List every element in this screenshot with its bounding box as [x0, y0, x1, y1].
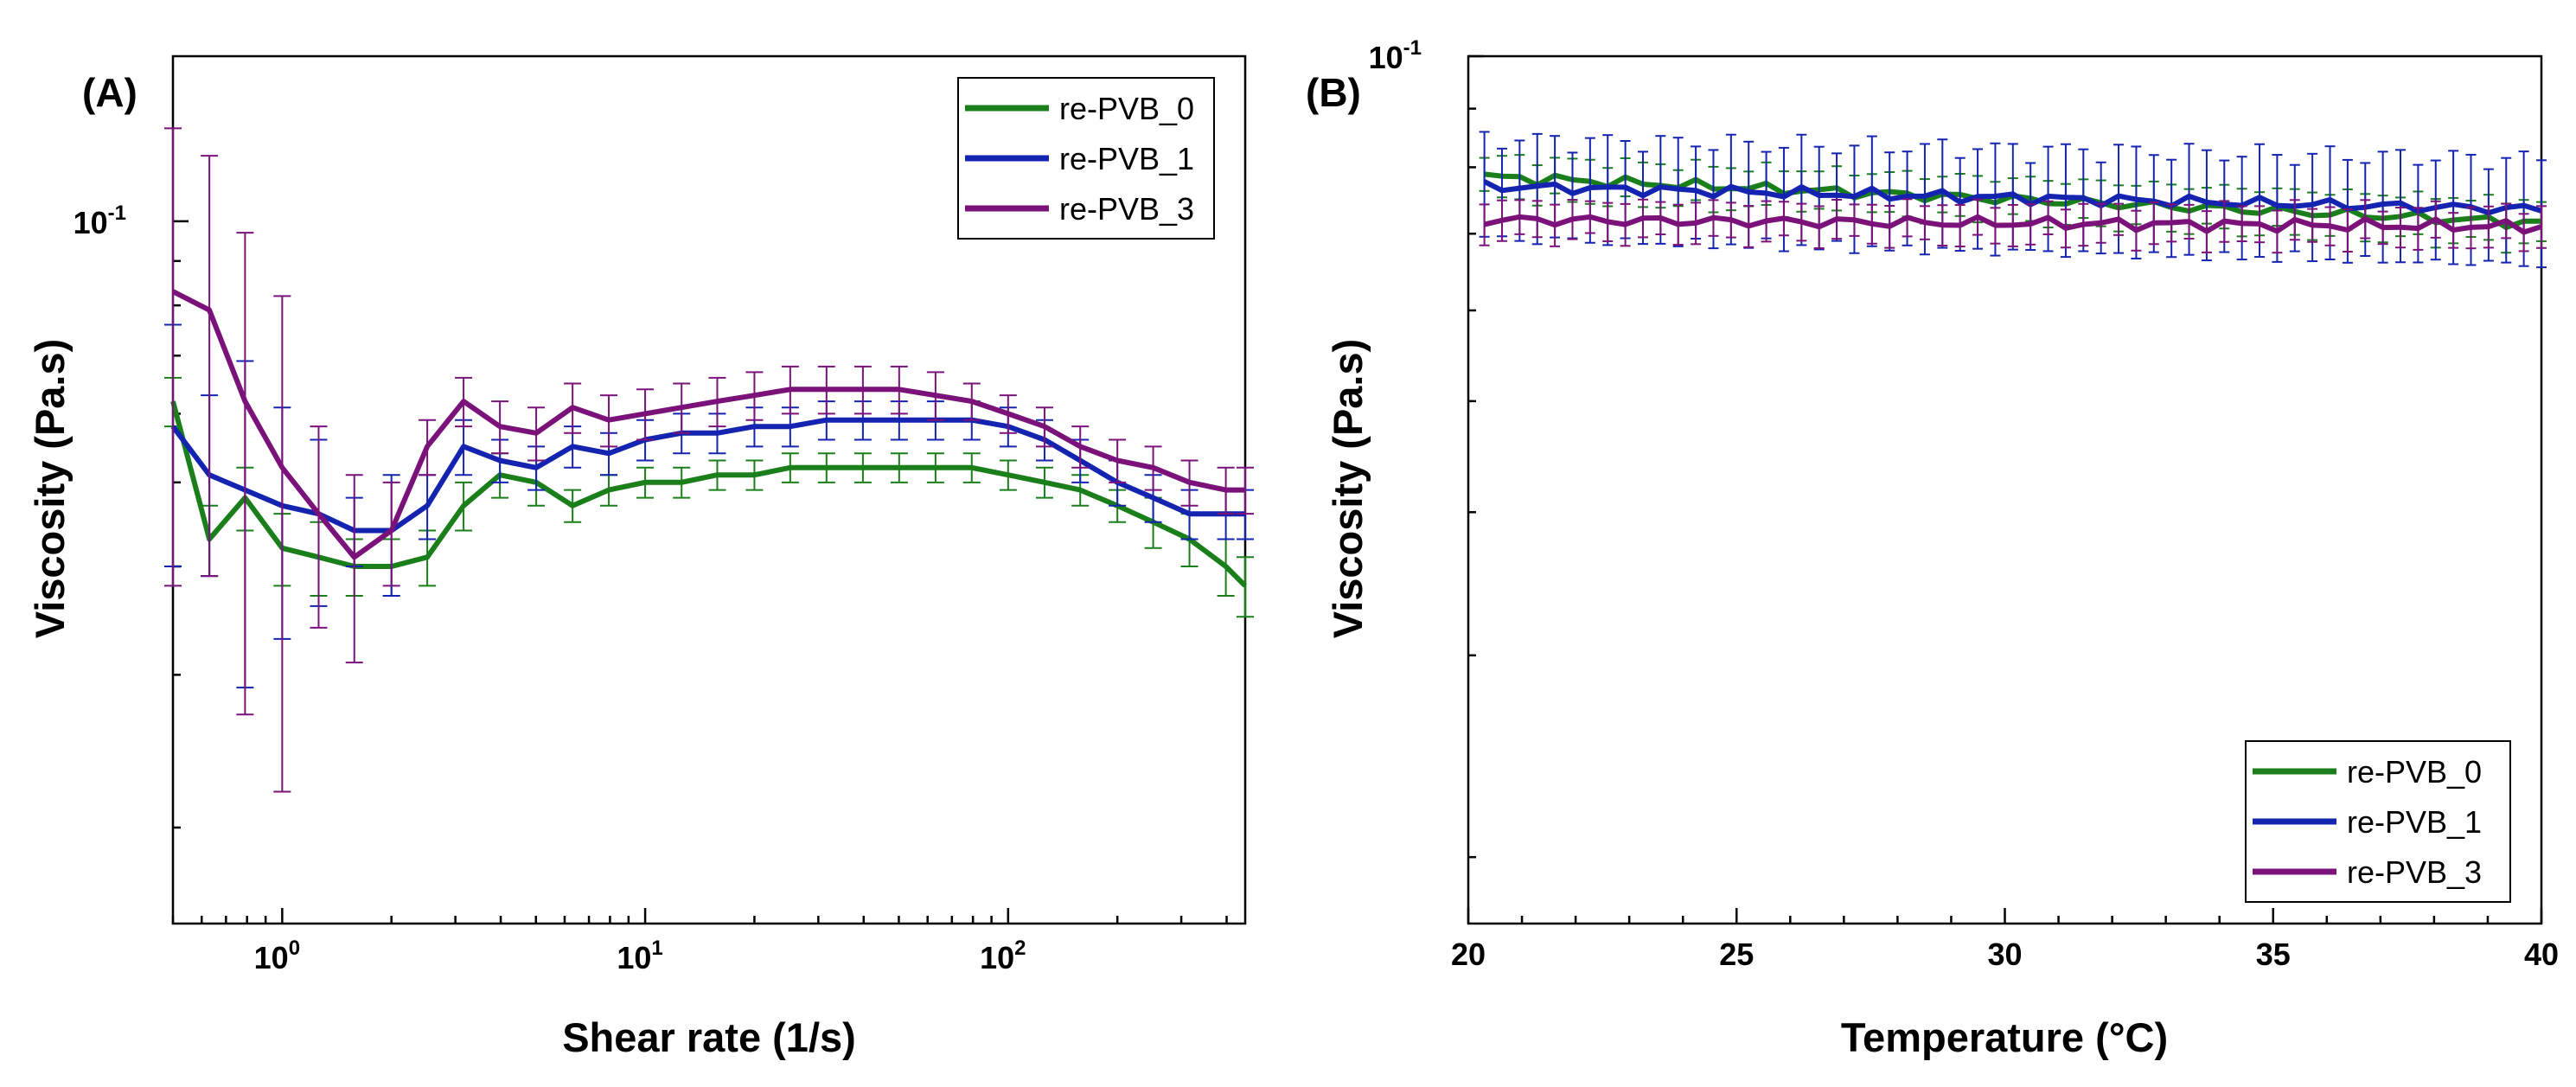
y-tick-exponent: -1: [108, 201, 126, 225]
x-tick-exponent: 0: [289, 937, 300, 960]
x-tick-exponent: 2: [1014, 937, 1026, 960]
y-axis-title-b: Viscosity (Pa.s): [1325, 339, 1371, 639]
x-tick-exponent: 1: [651, 937, 662, 960]
series-line-re-pvb-3: [1483, 214, 2542, 235]
x-tick-base: 10: [980, 940, 1014, 975]
y-tick-label: 10-1: [1369, 36, 1422, 75]
y-tick-label: 10-1: [74, 201, 126, 240]
series-line-re-pvb-0: [170, 400, 1248, 588]
y-tick-base: 10: [74, 205, 108, 240]
panel-a: (A) 100 101 10210-1re-PVB_0re-PVB_1re-PVB_…: [27, 54, 1254, 1060]
x-tick-label: 100: [254, 937, 300, 975]
x-tick-label: 25: [1719, 937, 1754, 972]
x-tick-label: 20: [1451, 937, 1486, 972]
series-re-pvb-3: [1479, 198, 2547, 254]
legend-label-re-pvb-3: re-PVB_3: [2347, 854, 2482, 890]
x-tick-base: 10: [617, 940, 651, 975]
y-axis-title-a: Viscosity (Pa.s): [27, 339, 73, 639]
series-line-re-pvb-3: [171, 289, 1245, 560]
series-re-pvb-1: [164, 323, 1254, 689]
plot-area-b: 20 25 30 35 40 10-1 re-PVB_0 re-PVB_1 re-PVB_3: [1369, 36, 2559, 972]
x-tick-base: 10: [254, 940, 289, 975]
legend-label-re-pvb-3: re-PVB_3: [1059, 191, 1194, 227]
panel-b: (B) 20 25 30 35 4010-1re-PVB_0re-PVB_1re-PVB…: [1306, 36, 2559, 1060]
x-axis-title-a: Shear rate (1/s): [562, 1014, 856, 1060]
panel-label-a: (A): [82, 70, 137, 115]
legend: re-PVB_0 re-PVB_1 re-PVB_3: [2245, 740, 2511, 903]
legend-label-re-pvb-1: re-PVB_1: [1059, 141, 1194, 176]
legend-label-re-pvb-0: re-PVB_0: [2347, 754, 2482, 790]
panel-label-b: (B): [1306, 70, 1361, 115]
legend: re-PVB_0 re-PVB_1 re-PVB_3: [957, 77, 1215, 240]
y-tick-base: 10: [1369, 40, 1403, 75]
x-axis-title-b: Temperature (°C): [1841, 1014, 2168, 1060]
x-tick-label: 30: [1987, 937, 2022, 972]
legend-label-re-pvb-0: re-PVB_0: [1059, 91, 1194, 126]
y-tick-exponent: -1: [1403, 36, 1422, 60]
x-tick-label: 40: [2524, 937, 2559, 972]
x-tick-label: 102: [980, 937, 1026, 975]
x-tick-label: 35: [2256, 937, 2291, 972]
x-tick-label: 101: [617, 937, 662, 975]
series-re-pvb-3: [164, 127, 1254, 793]
legend-label-re-pvb-1: re-PVB_1: [2347, 804, 2482, 840]
